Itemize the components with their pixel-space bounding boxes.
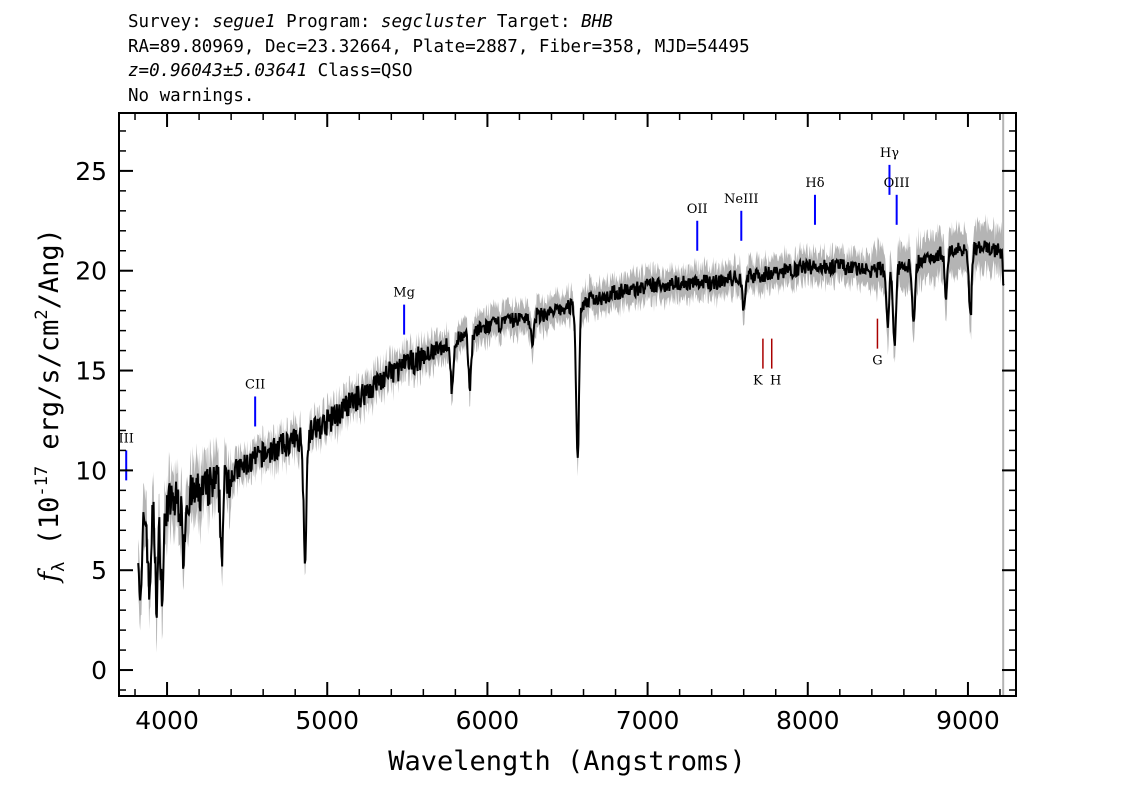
x-tick-label: 7000 [616, 706, 680, 735]
program-name: segcluster [380, 12, 487, 32]
header-line-2: RA=89.80969, Dec=23.32664, Plate=2887, F… [128, 36, 750, 57]
target-name: BHB [581, 12, 613, 32]
y-tick-label: 5 [91, 556, 107, 585]
y-tick-label: 0 [91, 656, 107, 685]
redshift-value: z=0.96043±5.03641 [128, 61, 308, 81]
absorption-marker-label: G [872, 354, 882, 369]
y-axis-title: fλ (10-17 erg/s/cm2/Ang) [32, 228, 69, 584]
y-tick-label: 20 [75, 257, 107, 286]
header-line-1: Survey: segue1 Program: segcluster Targe… [128, 12, 613, 32]
error-band [138, 213, 1004, 653]
plot-frame [118, 112, 1017, 697]
header-line-3: z=0.96043±5.03641 Class=QSO [128, 59, 750, 84]
header-line-4: No warnings. [128, 85, 255, 106]
x-tick-label: 5000 [295, 706, 359, 735]
x-tick-label: 9000 [936, 706, 1000, 735]
emission-marker-label: Hγ [880, 146, 899, 161]
x-tick-label: 8000 [776, 706, 840, 735]
emission-marker-label: OIII [884, 176, 910, 191]
line-markers-layer: CII Mg OII NeIII Hδ Hγ OIII III K H G [119, 146, 910, 481]
class-value: Class=QSO [317, 61, 413, 81]
spectrum-header: Survey: segue1 Program: segcluster Targe… [128, 10, 750, 108]
flux-line [137, 240, 1005, 618]
axis-ticks: 4000 5000 6000 7000 8000 9000 0 5 10 15 20 25 [75, 113, 1016, 735]
x-tick-label: 4000 [135, 706, 199, 735]
x-tick-label: 6000 [456, 706, 520, 735]
x-axis-title: Wavelength (Angstroms) [388, 746, 746, 777]
survey-name: segue1 [212, 12, 276, 32]
emission-marker-label: Mg [393, 286, 415, 301]
y-tick-label: 10 [75, 456, 107, 485]
error-band-layer [138, 113, 1005, 696]
emission-marker-label: CII [245, 377, 265, 392]
absorption-marker-label: H [770, 374, 781, 389]
emission-marker-label: OII [687, 202, 708, 217]
absorption-marker-label: K [753, 374, 763, 389]
emission-marker-label: NeIII [724, 192, 758, 207]
flux-line-layer [137, 240, 1005, 618]
y-tick-label: 15 [75, 357, 107, 386]
emission-marker-label: III [119, 431, 134, 446]
emission-marker-label: Hδ [805, 176, 824, 191]
y-tick-label: 25 [75, 157, 107, 186]
